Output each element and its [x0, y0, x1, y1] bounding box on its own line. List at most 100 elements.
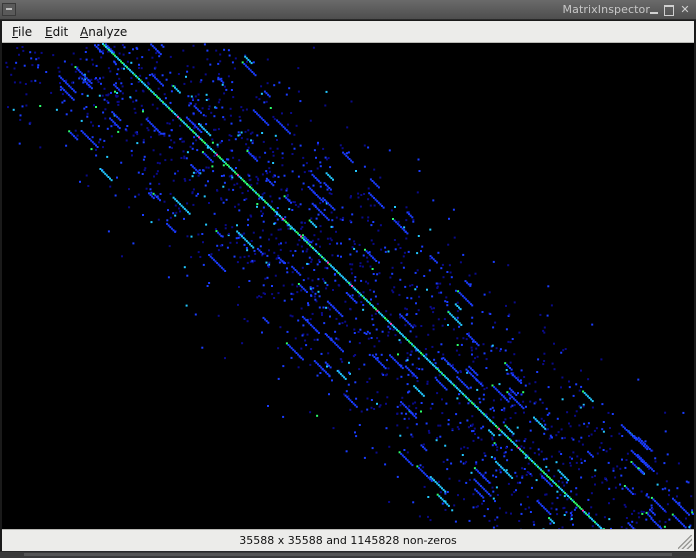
matrix-entry: [314, 298, 317, 301]
matrix-entry: [200, 111, 202, 114]
matrix-entry: [477, 491, 480, 494]
matrix-entry: [254, 74, 257, 77]
matrix-entry: [246, 66, 249, 69]
matrix-entry: [18, 142, 21, 145]
matrix-view[interactable]: [2, 43, 694, 529]
diagonal-entry: [204, 142, 206, 145]
matrix-entry: [500, 446, 502, 449]
diagonal-entry: [264, 200, 266, 203]
matrix-entry: [588, 512, 590, 515]
matrix-entry: [583, 422, 586, 425]
close-button[interactable]: ✕: [680, 3, 690, 16]
matrix-entry: [466, 281, 469, 284]
matrix-entry: [290, 201, 292, 204]
matrix-entry: [375, 260, 378, 262]
matrix-entry: [112, 51, 115, 54]
matrix-entry: [164, 97, 167, 100]
matrix-entry: [373, 197, 375, 199]
matrix-entry: [369, 265, 372, 268]
matrix-entry: [220, 234, 223, 237]
matrix-entry: [351, 272, 353, 275]
matrix-entry: [647, 496, 650, 499]
diagonal-entry: [129, 69, 131, 72]
diagonal-entry: [531, 460, 533, 462]
matrix-entry: [201, 126, 204, 129]
matrix-entry: [305, 162, 308, 165]
matrix-entry: [314, 192, 316, 195]
sparsity-plot[interactable]: [2, 43, 694, 529]
matrix-entry: [681, 507, 684, 510]
matrix-entry: [381, 364, 384, 366]
matrix-entry: [498, 434, 501, 437]
matrix-entry: [261, 229, 264, 232]
matrix-entry: [223, 92, 226, 95]
matrix-entry: [273, 251, 276, 254]
matrix-entry: [467, 426, 470, 429]
matrix-entry: [424, 473, 427, 476]
matrix-entry: [362, 304, 365, 306]
matrix-entry: [369, 204, 372, 207]
matrix-entry: [420, 444, 423, 447]
matrix-entry: [182, 140, 185, 143]
matrix-entry: [469, 367, 472, 370]
menu-analyze[interactable]: Analyze: [80, 25, 127, 39]
matrix-entry: [212, 170, 215, 173]
matrix-entry: [474, 488, 477, 491]
matrix-entry: [339, 144, 342, 147]
matrix-entry: [416, 388, 419, 391]
matrix-entry: [220, 198, 223, 201]
matrix-entry: [331, 305, 334, 308]
matrix-entry: [459, 371, 462, 373]
matrix-entry: [330, 193, 333, 195]
menu-file[interactable]: File: [12, 25, 32, 39]
window-titlebar[interactable]: MatrixInspector ✕: [0, 0, 696, 20]
matrix-entry: [383, 365, 385, 368]
matrix-entry: [71, 81, 74, 84]
matrix-entry: [209, 255, 212, 258]
matrix-entry: [153, 73, 156, 76]
matrix-entry: [399, 247, 402, 249]
diagonal-entry: [373, 306, 376, 309]
matrix-entry: [254, 158, 257, 161]
matrix-entry: [301, 286, 304, 289]
matrix-entry: [692, 513, 694, 515]
matrix-entry: [157, 218, 160, 221]
diagonal-entry: [405, 337, 407, 340]
matrix-entry: [109, 48, 112, 51]
matrix-entry: [408, 213, 411, 216]
matrix-entry: [503, 409, 506, 412]
menu-edit[interactable]: Edit: [45, 25, 68, 39]
matrix-entry: [471, 369, 474, 371]
matrix-entry: [578, 405, 581, 408]
matrix-entry: [401, 454, 404, 457]
maximize-button[interactable]: [663, 4, 675, 16]
matrix-entry: [437, 251, 440, 254]
matrix-entry: [578, 440, 581, 443]
matrix-entry: [39, 146, 42, 149]
matrix-entry: [68, 84, 71, 87]
menu-analyze-label: nalyze: [88, 25, 128, 39]
matrix-entry: [169, 55, 172, 58]
matrix-entry: [395, 221, 398, 224]
matrix-entry: [368, 192, 371, 195]
matrix-entry: [262, 316, 265, 319]
resize-grip-icon[interactable]: [678, 535, 692, 549]
diagonal-entry: [534, 462, 536, 465]
matrix-entry: [281, 260, 284, 263]
matrix-entry: [211, 138, 214, 141]
matrix-entry: [297, 353, 300, 356]
diagonal-entry: [112, 53, 115, 56]
matrix-entry: [351, 213, 354, 216]
matrix-entry: [156, 170, 159, 173]
matrix-entry: [442, 488, 445, 491]
window-menu-button[interactable]: [2, 3, 16, 16]
diagonal-entry: [402, 334, 404, 337]
matrix-entry: [510, 431, 513, 434]
matrix-entry: [401, 396, 404, 399]
matrix-entry: [482, 496, 485, 499]
matrix-entry: [412, 501, 415, 504]
matrix-entry: [170, 139, 173, 142]
matrix-entry: [529, 420, 532, 423]
matrix-entry: [240, 131, 243, 134]
minimize-button[interactable]: [648, 4, 660, 16]
